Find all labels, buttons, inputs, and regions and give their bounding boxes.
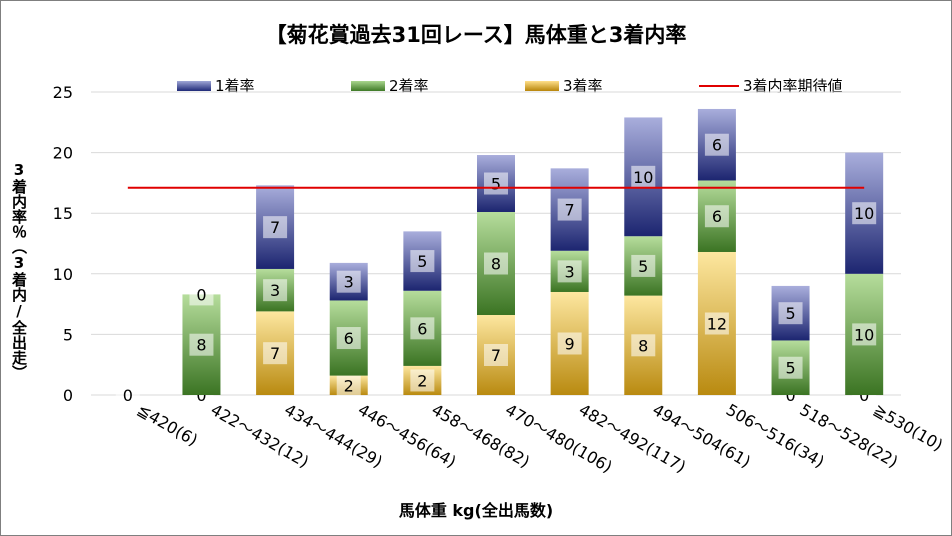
legend-swatch-1st bbox=[177, 80, 211, 91]
data-label-bg bbox=[704, 205, 729, 228]
y-tick-label: 5 bbox=[63, 325, 73, 344]
legend-item-2nd: 2着率 bbox=[351, 75, 429, 96]
data-label: 3 bbox=[565, 262, 575, 281]
legend-line-expected bbox=[699, 84, 739, 87]
data-label: 0 bbox=[196, 386, 206, 405]
y-tick-label: 25 bbox=[53, 83, 73, 102]
data-label: 8 bbox=[196, 336, 206, 355]
data-label: 8 bbox=[638, 336, 648, 355]
y-tick-label: 15 bbox=[53, 204, 73, 223]
chart-title: 【菊花賞過去31回レース】馬体重と3着内率 bbox=[265, 23, 687, 47]
legend-label-1st: 1着率 bbox=[215, 77, 255, 95]
data-label-bg bbox=[336, 374, 361, 397]
data-label-bg bbox=[778, 302, 803, 325]
data-label-bg bbox=[410, 317, 435, 340]
data-label-bg bbox=[189, 283, 214, 306]
x-axis-label: 馬体重 kg(全出馬数) bbox=[398, 501, 554, 520]
data-label: 8 bbox=[491, 254, 501, 273]
data-label-bg bbox=[631, 254, 656, 277]
data-label: 7 bbox=[270, 218, 280, 237]
bars: 0 0 8 0 7 3 7 2 6 3 2 6 5 7 8 5 9 3 7 8 5 10 12 6 6 0 5 5 0 10 10 bbox=[115, 108, 884, 406]
data-label-bg bbox=[115, 384, 140, 406]
data-label: 3 bbox=[270, 281, 280, 300]
data-label-bg bbox=[263, 216, 288, 239]
y-axis-label: 3着内率％（3着内/全出走） bbox=[10, 161, 28, 380]
data-label: 5 bbox=[785, 359, 795, 378]
data-label-bg bbox=[484, 344, 508, 367]
data-label: 0 bbox=[859, 386, 869, 405]
data-label-bg bbox=[263, 279, 288, 302]
data-label: 6 bbox=[712, 207, 722, 226]
data-label-bg bbox=[189, 333, 214, 356]
data-label-bg bbox=[484, 172, 508, 195]
x-ticks: ≦420(6) 422～432(12)434～444(29)446～456(64)… bbox=[134, 400, 946, 477]
data-label-bg bbox=[263, 342, 288, 365]
y-tick-label: 0 bbox=[63, 386, 73, 405]
data-label-bg bbox=[557, 260, 582, 283]
data-label-bg bbox=[484, 252, 508, 275]
y-ticks: 0 5 10 15 20 25 bbox=[53, 83, 73, 405]
data-label: 12 bbox=[707, 314, 727, 333]
legend-item-expected: 3着内率期待値 bbox=[699, 75, 843, 96]
data-label: 0 bbox=[785, 386, 795, 405]
legend: 1着率 2着率 3着率 3着内率期待値 bbox=[1, 75, 951, 97]
x-tick-label: ≦420(6) bbox=[134, 400, 201, 450]
data-label-bg bbox=[410, 250, 435, 273]
data-label-bg bbox=[336, 327, 361, 350]
data-label-bg bbox=[336, 270, 361, 293]
data-label-bg bbox=[557, 198, 582, 221]
data-label: 5 bbox=[785, 304, 795, 323]
data-label-bg bbox=[704, 312, 729, 335]
data-label: 5 bbox=[638, 257, 648, 276]
data-label: 6 bbox=[712, 136, 722, 155]
data-label-bg bbox=[410, 369, 435, 392]
data-label-bg bbox=[557, 332, 582, 355]
legend-item-3rd: 3着率 bbox=[525, 75, 603, 96]
data-label-bg bbox=[852, 202, 877, 225]
data-label: 10 bbox=[854, 325, 874, 344]
legend-swatch-3rd bbox=[525, 80, 559, 91]
data-label: 10 bbox=[633, 168, 653, 187]
data-label: 3 bbox=[344, 273, 354, 292]
data-label: 7 bbox=[270, 344, 280, 363]
data-label: 2 bbox=[417, 371, 427, 390]
y-tick-label: 20 bbox=[53, 144, 73, 163]
data-label: 7 bbox=[491, 346, 501, 365]
data-label-bg bbox=[631, 165, 656, 188]
data-label: 7 bbox=[565, 201, 575, 220]
data-label: 10 bbox=[854, 204, 874, 223]
data-label: 6 bbox=[417, 319, 427, 338]
data-label-bg bbox=[704, 133, 729, 156]
legend-swatch-2nd bbox=[351, 80, 385, 91]
data-label-bg bbox=[852, 323, 877, 346]
data-label: 0 bbox=[196, 285, 206, 304]
data-label-bg bbox=[778, 356, 803, 379]
data-label: 0 bbox=[123, 386, 133, 405]
data-label: 9 bbox=[565, 334, 575, 353]
legend-label-expected: 3着内率期待値 bbox=[743, 77, 843, 95]
y-tick-label: 10 bbox=[53, 265, 73, 284]
legend-label-2nd: 2着率 bbox=[389, 77, 429, 95]
data-label: 5 bbox=[417, 252, 427, 271]
data-label: 5 bbox=[491, 175, 501, 194]
legend-label-3rd: 3着率 bbox=[563, 77, 603, 95]
data-label: 6 bbox=[344, 329, 354, 348]
data-label: 2 bbox=[344, 376, 354, 395]
legend-item-1st: 1着率 bbox=[177, 75, 255, 96]
data-label-bg bbox=[631, 334, 656, 357]
